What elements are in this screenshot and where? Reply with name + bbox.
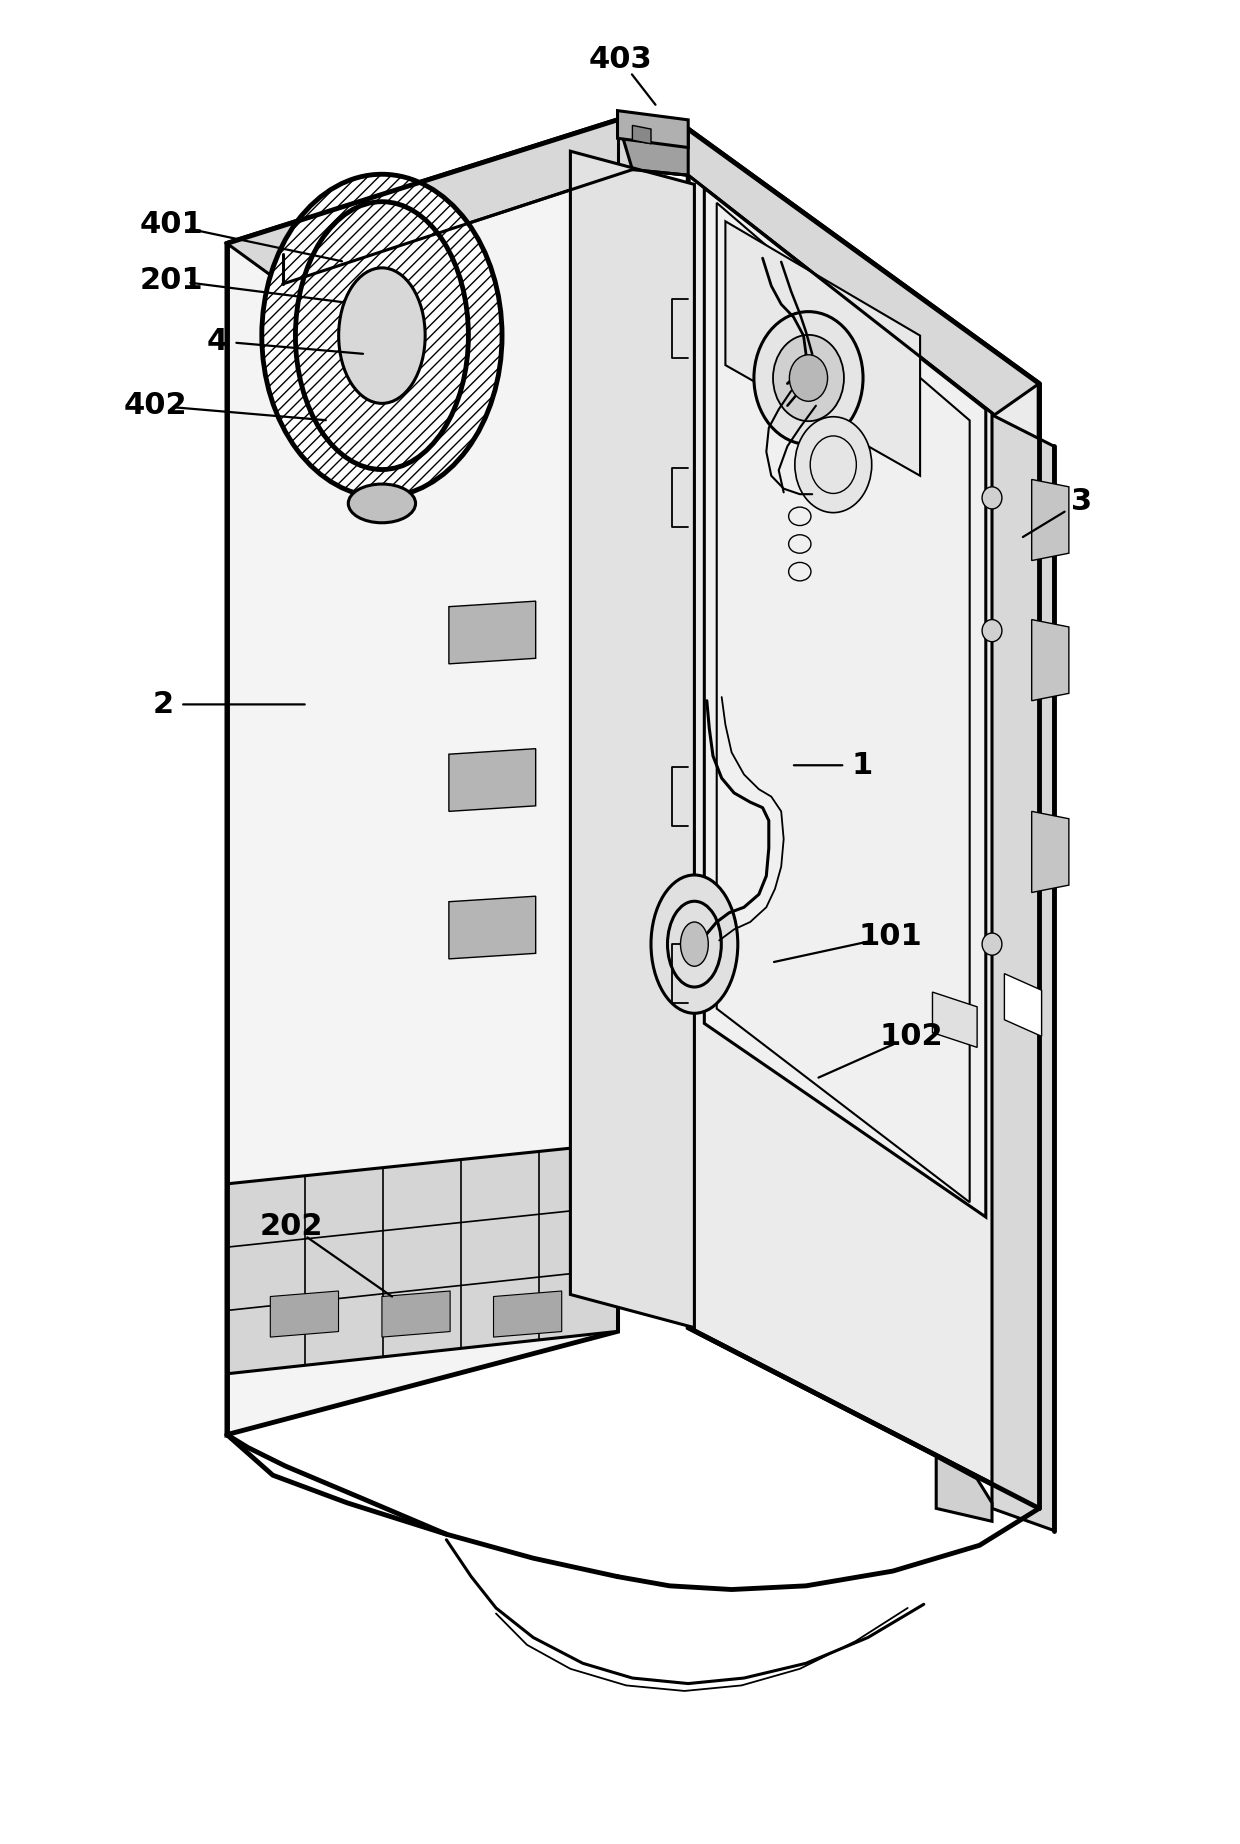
Polygon shape	[704, 188, 986, 1217]
Polygon shape	[227, 120, 618, 1435]
Polygon shape	[618, 120, 688, 175]
Ellipse shape	[262, 175, 502, 498]
Text: 101: 101	[858, 922, 923, 952]
Ellipse shape	[773, 336, 844, 420]
Polygon shape	[932, 992, 977, 1047]
Polygon shape	[632, 125, 651, 144]
Polygon shape	[227, 1143, 618, 1374]
Polygon shape	[1032, 479, 1069, 561]
Polygon shape	[936, 1457, 992, 1521]
Polygon shape	[227, 120, 1039, 415]
Polygon shape	[570, 151, 694, 1328]
Polygon shape	[494, 1291, 562, 1337]
Text: 1: 1	[851, 751, 873, 780]
Text: 402: 402	[123, 391, 187, 420]
Ellipse shape	[982, 620, 1002, 642]
Polygon shape	[449, 896, 536, 959]
Text: 2: 2	[153, 690, 175, 719]
Ellipse shape	[795, 417, 872, 513]
Polygon shape	[1032, 811, 1069, 892]
Polygon shape	[688, 129, 1039, 1508]
Text: 3: 3	[1070, 487, 1092, 516]
Text: 4: 4	[206, 326, 228, 356]
Polygon shape	[449, 601, 536, 664]
Text: 403: 403	[588, 44, 652, 74]
Text: 201: 201	[139, 266, 203, 295]
Ellipse shape	[982, 487, 1002, 509]
Polygon shape	[1004, 974, 1042, 1036]
Ellipse shape	[982, 933, 1002, 955]
Ellipse shape	[754, 312, 863, 444]
Polygon shape	[382, 1291, 450, 1337]
Polygon shape	[618, 111, 688, 148]
Ellipse shape	[651, 876, 738, 1014]
Polygon shape	[992, 415, 1054, 1531]
Ellipse shape	[790, 354, 827, 402]
Ellipse shape	[681, 922, 708, 966]
Text: 401: 401	[139, 210, 203, 240]
Ellipse shape	[348, 483, 415, 524]
Ellipse shape	[339, 267, 425, 404]
Polygon shape	[270, 1291, 339, 1337]
Text: 202: 202	[259, 1212, 324, 1241]
Polygon shape	[449, 749, 536, 811]
Polygon shape	[1032, 620, 1069, 701]
Polygon shape	[725, 221, 920, 476]
Text: 102: 102	[879, 1022, 944, 1051]
